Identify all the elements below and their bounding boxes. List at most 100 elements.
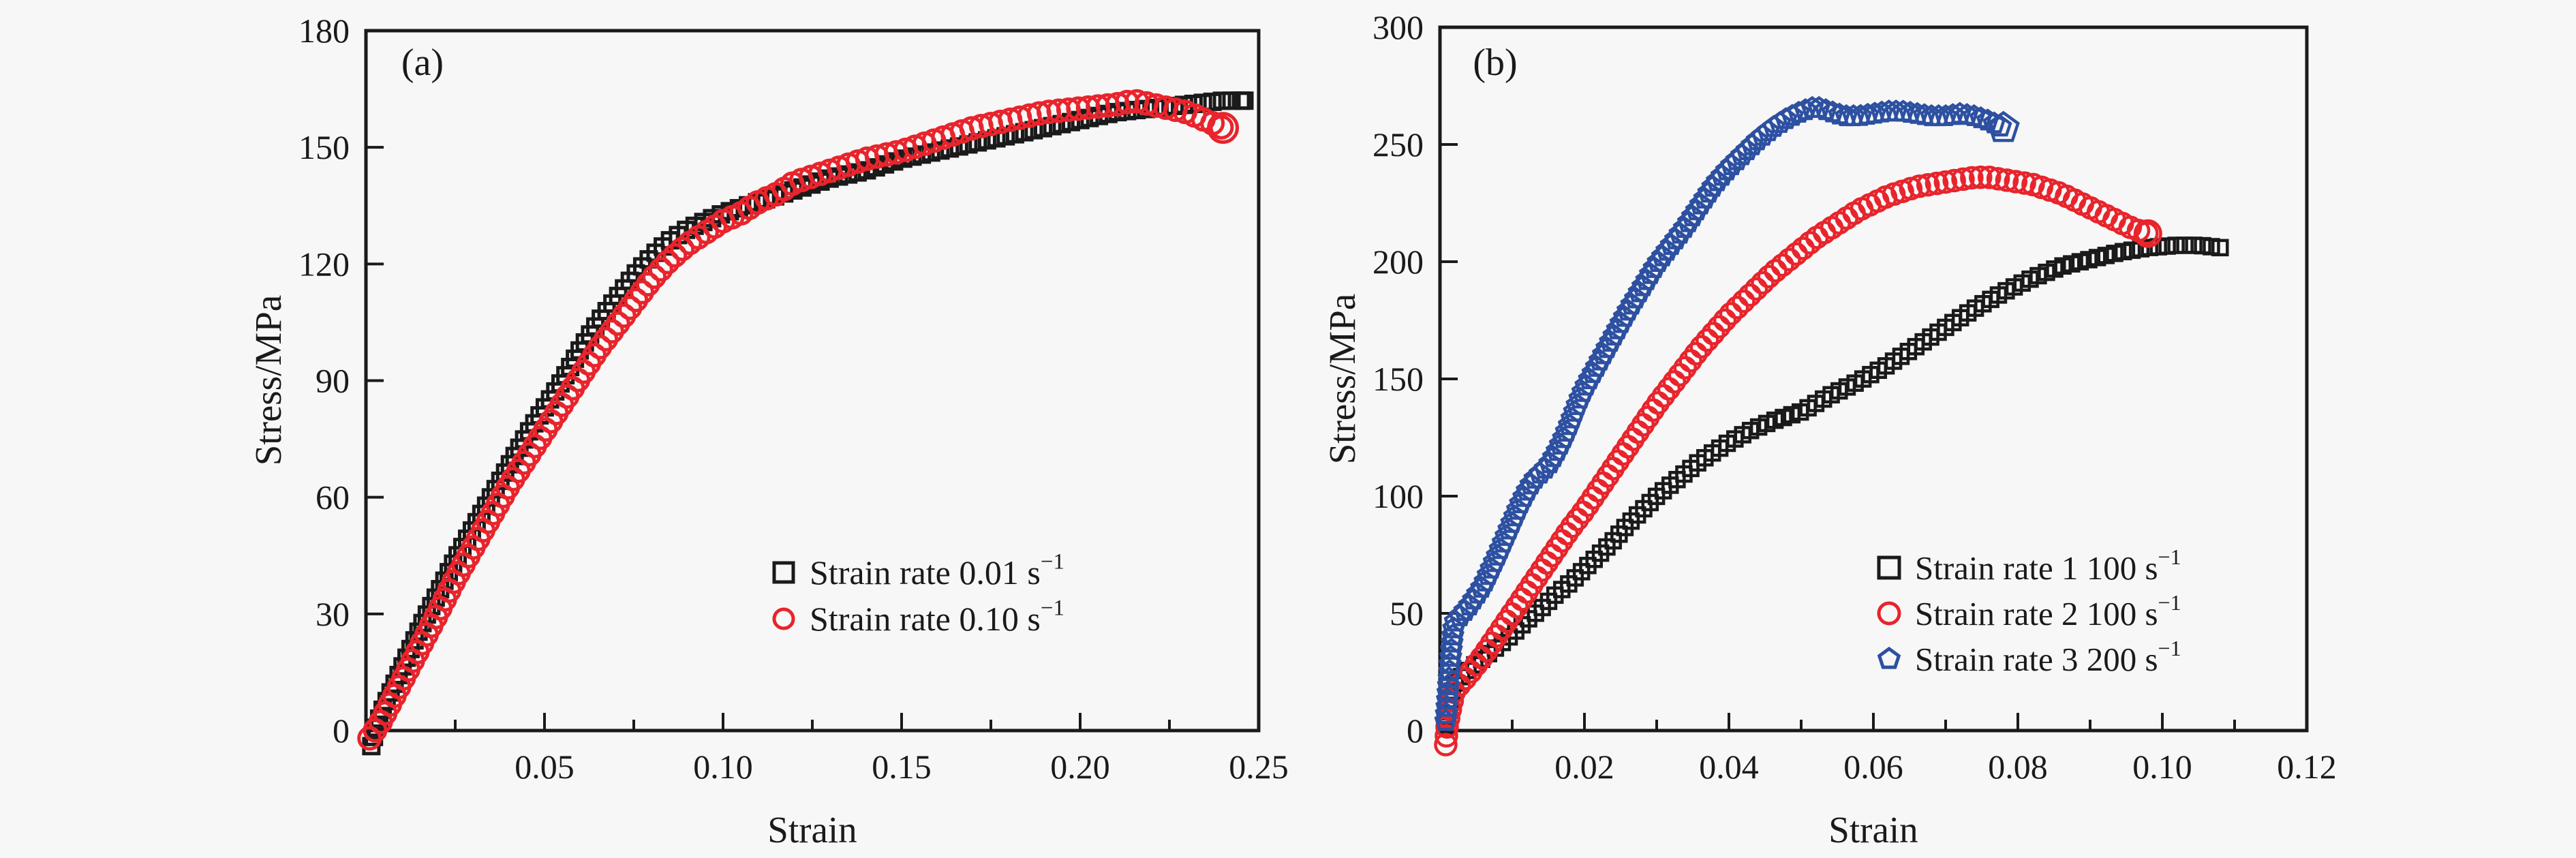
circle-marker (1689, 335, 1713, 359)
pentagon-marker (1735, 138, 1759, 161)
series-strain-rate-0.01 (362, 91, 1254, 756)
circle-marker (1995, 168, 2019, 192)
pentagon-marker (1715, 158, 1738, 181)
circle-marker (655, 249, 680, 275)
legend-label: Strain rate 0.10 s−1 (810, 596, 1064, 639)
circle-marker (1978, 166, 2002, 189)
circle-marker (1907, 174, 1931, 198)
panel-b-xaxis-title: Strain (1828, 809, 1918, 851)
y-tick-label: 0 (333, 711, 350, 750)
panel-a-yaxis-title: Stress/MPa (247, 295, 289, 466)
square-marker (772, 561, 795, 584)
circle-marker (1719, 302, 1743, 326)
circle-marker (1209, 114, 1234, 140)
pentagon-marker (1751, 123, 1775, 146)
square-marker (2211, 239, 2229, 257)
panel-a-xaxis-title: Strain (767, 809, 857, 851)
circle-marker (1701, 322, 1726, 346)
series-strain-rate-0.10 (357, 89, 1240, 751)
circle-marker (1707, 315, 1731, 339)
circle-marker (1207, 112, 1240, 144)
circle-marker (1751, 271, 1775, 295)
circle-marker (1696, 328, 1719, 352)
circle-marker (1435, 715, 1459, 739)
pentagon-marker (1787, 100, 1811, 123)
square-marker (2167, 236, 2185, 254)
square-marker (1877, 555, 1901, 580)
circle-marker (1757, 264, 1781, 289)
circle-marker (635, 272, 660, 297)
circle-marker (642, 264, 667, 289)
panel-b-letter: (b) (1473, 42, 1517, 84)
x-tick-label: 0.20 (1050, 748, 1110, 786)
circle-marker (1713, 308, 1737, 333)
plot-area: 0.02 0.04 0.06 0.08 0.10 0.12 0 50 100 150 200 250 3… (1373, 8, 2337, 786)
y-tick-label: 50 (1390, 594, 1424, 632)
square-marker (2176, 236, 2194, 254)
square-marker (2141, 239, 2158, 256)
pentagon-marker (1877, 646, 1901, 669)
y-tick-label: 30 (316, 595, 350, 633)
square-marker (2203, 238, 2220, 256)
legend-label: Strain rate 1 100 s−1 (1915, 545, 2181, 587)
panel-b-yaxis-title: Stress/MPa (1321, 294, 1363, 465)
circle-marker (1684, 341, 1708, 366)
pentagon-marker (1725, 148, 1749, 170)
pentagon-marker (1768, 110, 1792, 134)
pentagon-marker (1794, 98, 1818, 121)
pentagon-marker (1756, 119, 1780, 142)
pentagon-marker (1448, 604, 1472, 626)
pentagon-marker (1762, 114, 1785, 137)
pentagon-marker (1443, 609, 1467, 632)
circle-marker (1738, 283, 1762, 307)
circle-marker (1744, 277, 1768, 301)
circle-marker (2135, 221, 2159, 245)
x-tick-label: 0.08 (1988, 748, 2048, 786)
y-tick-label: 150 (298, 128, 350, 166)
panel-b-chart: (b) Strain Stress/MPa 0.02 0.04 0.06 0.08 0.… (1321, 8, 2337, 851)
circle-marker (2133, 219, 2162, 248)
x-tick-label: 0.25 (1229, 748, 1288, 786)
circle-marker (1986, 167, 2010, 191)
panel-a-letter: (a) (401, 42, 444, 84)
legend-label: Strain rate 2 100 s−1 (1915, 590, 2181, 632)
pentagon-marker (1719, 153, 1743, 176)
circle-marker (1916, 172, 1940, 197)
x-tick-label: 0.12 (2277, 748, 2337, 786)
y-tick-label: 250 (1373, 125, 1424, 164)
panel-a-chart: (a) Strain Stress/MPa 0.05 0.10 0.15 0.20 0.… (247, 12, 1288, 851)
square-marker (2194, 236, 2211, 255)
pentagon-marker (1741, 133, 1764, 155)
circle-marker (1933, 170, 1958, 194)
series-strain-rate-3200 (1434, 95, 2020, 731)
legend-label: Strain rate 3 200 s−1 (1915, 636, 2181, 678)
x-tick-label: 0.04 (1699, 748, 1759, 786)
circle-marker (1877, 601, 1901, 626)
y-tick-label: 200 (1373, 243, 1424, 281)
pentagon-marker (1781, 104, 1804, 126)
y-tick-label: 120 (298, 245, 350, 283)
circle-marker (1435, 724, 1458, 748)
legend-label: Strain rate 0.01 s−1 (810, 550, 1064, 592)
circle-marker (2004, 170, 2028, 194)
square-marker (1212, 91, 1231, 110)
x-tick-label: 0.10 (693, 748, 753, 786)
legend-label-superscript: −1 (1041, 550, 1064, 574)
circle-marker (1115, 89, 1140, 114)
x-tick-label: 0.15 (872, 748, 932, 786)
square-marker (2123, 241, 2141, 259)
circle-marker (1925, 171, 1949, 196)
square-marker (2185, 236, 2203, 254)
pentagon-marker (1528, 461, 1552, 484)
circle-marker (662, 243, 688, 268)
pentagon-marker (1774, 107, 1798, 129)
y-tick-label: 90 (316, 362, 350, 400)
series-strain-rate-2100 (1434, 165, 2162, 756)
legend-label-superscript: −1 (1041, 596, 1064, 621)
circle-marker (1434, 733, 1458, 756)
square-marker (1203, 92, 1222, 111)
square-marker (2114, 243, 2132, 260)
